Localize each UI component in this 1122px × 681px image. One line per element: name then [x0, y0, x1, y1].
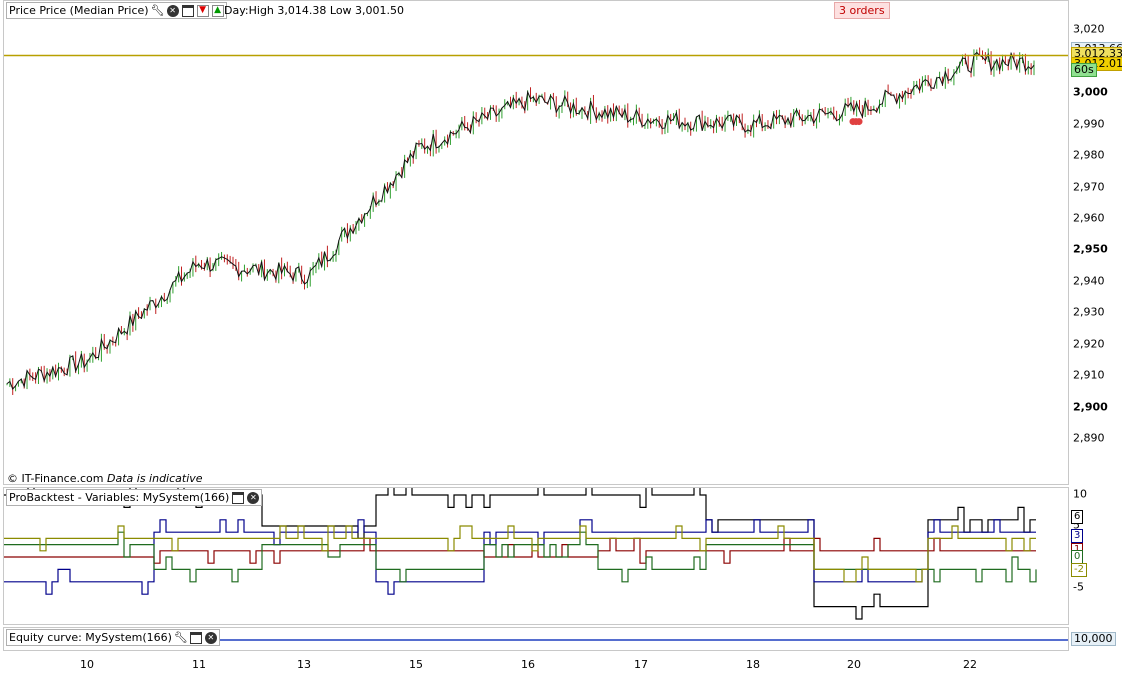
backtest-value-label: 0	[1071, 550, 1084, 564]
price-y-tick: 2,900	[1073, 400, 1108, 414]
arrow-down-icon[interactable]: ▼	[196, 4, 209, 17]
price-panel-title[interactable]: Price Price (Median Price)	[9, 4, 149, 17]
x-axis-tick: 22	[963, 658, 977, 671]
price-chart-panel: Price Price (Median Price) 🔧︎ ✕ ▼ ▲ Day:…	[3, 0, 1069, 485]
x-axis-tick: 13	[297, 658, 311, 671]
window-icon[interactable]	[232, 491, 245, 504]
price-y-tick: 2,960	[1073, 211, 1105, 225]
price-y-tick: 2,950	[1073, 242, 1108, 256]
price-y-tick: 2,910	[1073, 368, 1105, 382]
window-icon[interactable]	[181, 4, 194, 17]
price-y-tick: 2,990	[1073, 117, 1105, 131]
backtest-panel-title[interactable]: ProBacktest - Variables: MySystem(166)	[9, 491, 230, 504]
close-icon[interactable]: ✕	[166, 4, 179, 17]
day-high-low: Day:High 3,014.38 Low 3,001.50	[224, 4, 405, 17]
orders-badge[interactable]: 3 orders	[834, 2, 890, 19]
backtest-panel: ProBacktest - Variables: MySystem(166) ✕	[3, 487, 1069, 625]
backtest-series-line	[4, 537, 1036, 564]
equity-value-label: 10,000	[1071, 632, 1116, 646]
backtest-value-label: -2	[1071, 563, 1087, 578]
backtest-value-label: 3	[1071, 529, 1084, 544]
x-axis-tick: 17	[634, 658, 648, 671]
price-y-tick: 3,000	[1073, 85, 1108, 99]
window-icon[interactable]	[189, 631, 202, 644]
time-x-axis[interactable]: 10 11 13 15 16 17 18 20 22	[3, 652, 1069, 681]
x-axis-tick: 20	[847, 658, 861, 671]
backtest-y-tick: 10	[1073, 487, 1087, 501]
credit-text: © IT-Finance.com	[7, 472, 104, 485]
backtest-plot[interactable]	[4, 488, 1069, 625]
equity-y-axis[interactable]: 10,000	[1069, 627, 1122, 651]
x-axis-tick: 10	[80, 658, 94, 671]
price-panel-header: Price Price (Median Price) 🔧︎ ✕ ▼ ▲	[6, 2, 227, 19]
x-axis-tick: 11	[192, 658, 206, 671]
price-y-tick: 2,980	[1073, 148, 1105, 162]
price-y-tick: 2,920	[1073, 337, 1105, 351]
price-y-tick: 2,930	[1073, 305, 1105, 319]
arrow-up-icon[interactable]: ▲	[211, 4, 224, 17]
equity-panel: Equity curve: MySystem(166) 🔧︎ ✕	[3, 627, 1069, 651]
price-y-tick: 2,940	[1073, 274, 1105, 288]
price-y-axis[interactable]: 3,0203,0103,0002,9902,9802,9702,9602,950…	[1069, 0, 1122, 485]
equity-plot[interactable]	[4, 628, 1069, 651]
close-icon[interactable]: ✕	[204, 631, 217, 644]
credit-note: Data is indicative	[107, 472, 203, 485]
backtest-value-label: 6	[1071, 509, 1084, 524]
x-axis-tick: 16	[521, 658, 535, 671]
equity-panel-header: Equity curve: MySystem(166) 🔧︎ ✕	[6, 629, 220, 646]
backtest-panel-header: ProBacktest - Variables: MySystem(166) ✕	[6, 489, 263, 506]
interval-label: 60s	[1071, 62, 1097, 77]
equity-panel-title[interactable]: Equity curve: MySystem(166)	[9, 631, 172, 644]
price-chart-plot[interactable]	[4, 1, 1069, 485]
backtest-y-tick: -5	[1073, 580, 1084, 594]
data-credit: © IT-Finance.com Data is indicative	[7, 472, 203, 485]
order-marker[interactable]	[855, 118, 863, 126]
backtest-y-axis[interactable]: 1050-56310-2	[1069, 487, 1122, 625]
backtest-series-line	[4, 488, 1036, 620]
price-y-tick: 2,890	[1073, 431, 1105, 445]
price-y-tick: 2,970	[1073, 180, 1105, 194]
x-axis-tick: 18	[746, 658, 760, 671]
backtest-y-tick: 5	[1073, 518, 1080, 532]
price-line	[6, 51, 1035, 390]
backtest-series-line	[4, 525, 1036, 583]
close-icon[interactable]: ✕	[247, 491, 260, 504]
price-y-tick: 3,020	[1073, 22, 1105, 36]
x-axis-tick: 15	[409, 658, 423, 671]
wrench-icon[interactable]: 🔧︎	[150, 4, 165, 17]
wrench-icon[interactable]: 🔧︎	[173, 631, 188, 644]
